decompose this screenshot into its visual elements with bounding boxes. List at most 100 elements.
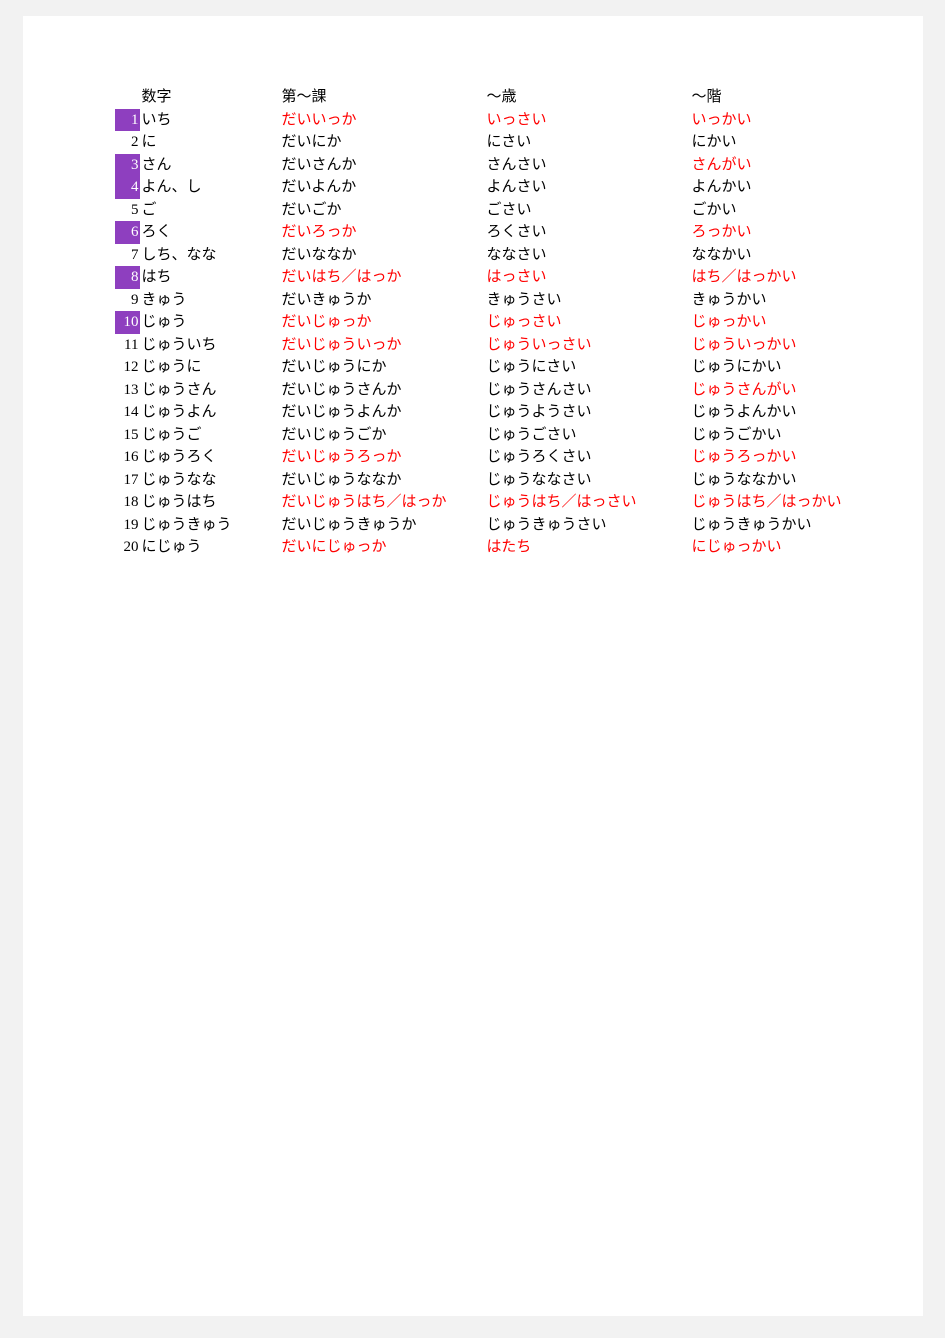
- cell-suuji: じゅうはち: [140, 491, 282, 514]
- cell-ka: だいごか: [282, 199, 487, 222]
- cell-ka: だいじゅういっか: [282, 334, 487, 357]
- table-row: 18じゅうはちだいじゅうはち／はっかじゅうはち／はっさいじゅうはち／はっかい: [115, 491, 923, 514]
- cell-sai: じゅうにさい: [487, 356, 692, 379]
- cell-suuji: いち: [140, 109, 282, 132]
- cell-ka: だいじゅっか: [282, 311, 487, 334]
- cell-kai: じゅうにかい: [692, 356, 897, 379]
- cell-ka: だいろっか: [282, 221, 487, 244]
- cell-sai: じゅういっさい: [487, 334, 692, 357]
- cell-num: 3: [115, 154, 140, 177]
- table-row: 14じゅうよんだいじゅうよんかじゅうようさいじゅうよんかい: [115, 401, 923, 424]
- table-row: 17じゅうななだいじゅうななかじゅうななさいじゅうななかい: [115, 469, 923, 492]
- cell-sai: じゅうようさい: [487, 401, 692, 424]
- cell-ka: だいじゅうよんか: [282, 401, 487, 424]
- cell-ka: だいじゅうはち／はっか: [282, 491, 487, 514]
- cell-kai: ごかい: [692, 199, 897, 222]
- cell-kai: いっかい: [692, 109, 897, 132]
- cell-kai: じゅうはち／はっかい: [692, 491, 897, 514]
- table-row: 7しち、ななだいななかななさいななかい: [115, 244, 923, 267]
- cell-sai: さんさい: [487, 154, 692, 177]
- cell-num: 10: [115, 311, 140, 334]
- table-row: 16じゅうろくだいじゅうろっかじゅうろくさいじゅうろっかい: [115, 446, 923, 469]
- table-row: 2にだいにかにさいにかい: [115, 131, 923, 154]
- cell-kai: じゅうきゅうかい: [692, 514, 897, 537]
- cell-num: 15: [115, 424, 140, 447]
- cell-num: 12: [115, 356, 140, 379]
- cell-sai: じゅうごさい: [487, 424, 692, 447]
- cell-num: 18: [115, 491, 140, 514]
- cell-suuji: じゅうろく: [140, 446, 282, 469]
- cell-num: 16: [115, 446, 140, 469]
- cell-num: 2: [115, 131, 140, 154]
- cell-suuji: に: [140, 131, 282, 154]
- cell-suuji: さん: [140, 154, 282, 177]
- cell-num: 7: [115, 244, 140, 267]
- table-row: 10じゅうだいじゅっかじゅっさいじゅっかい: [115, 311, 923, 334]
- cell-num: 13: [115, 379, 140, 402]
- cell-kai: じゅういっかい: [692, 334, 897, 357]
- cell-suuji: きゅう: [140, 289, 282, 312]
- cell-suuji: じゅうご: [140, 424, 282, 447]
- table-row: 3さんだいさんかさんさいさんがい: [115, 154, 923, 177]
- cell-sai: はっさい: [487, 266, 692, 289]
- cell-kai: にじゅっかい: [692, 536, 897, 559]
- cell-suuji: じゅうに: [140, 356, 282, 379]
- table-row: 12じゅうにだいじゅうにかじゅうにさいじゅうにかい: [115, 356, 923, 379]
- cell-suuji: じゅうよん: [140, 401, 282, 424]
- cell-sai: ろくさい: [487, 221, 692, 244]
- cell-num: 9: [115, 289, 140, 312]
- cell-num: 20: [115, 536, 140, 559]
- cell-sai: ごさい: [487, 199, 692, 222]
- cell-ka: だいじゅうさんか: [282, 379, 487, 402]
- cell-suuji: じゅうなな: [140, 469, 282, 492]
- table-body: 1いちだいいっかいっさいいっかい2にだいにかにさいにかい3さんだいさんかさんさい…: [115, 109, 923, 559]
- cell-ka: だいななか: [282, 244, 487, 267]
- cell-sai: きゅうさい: [487, 289, 692, 312]
- cell-ka: だいにじゅっか: [282, 536, 487, 559]
- cell-sai: じゅうななさい: [487, 469, 692, 492]
- cell-sai: ななさい: [487, 244, 692, 267]
- table-row: 6ろくだいろっかろくさいろっかい: [115, 221, 923, 244]
- table-row: 19じゅうきゅうだいじゅうきゅうかじゅうきゅうさいじゅうきゅうかい: [115, 514, 923, 537]
- cell-suuji: じゅうさん: [140, 379, 282, 402]
- cell-num: 1: [115, 109, 140, 132]
- header-num-blank: [115, 86, 140, 109]
- cell-sai: じゅうろくさい: [487, 446, 692, 469]
- cell-kai: きゅうかい: [692, 289, 897, 312]
- table-row: 5ごだいごかごさいごかい: [115, 199, 923, 222]
- cell-suuji: よん、し: [140, 176, 282, 199]
- header-suuji: 数字: [140, 86, 282, 109]
- cell-ka: だいにか: [282, 131, 487, 154]
- cell-suuji: じゅういち: [140, 334, 282, 357]
- cell-sai: じゅっさい: [487, 311, 692, 334]
- cell-kai: さんがい: [692, 154, 897, 177]
- cell-kai: じゅうさんがい: [692, 379, 897, 402]
- cell-num: 14: [115, 401, 140, 424]
- cell-num: 5: [115, 199, 140, 222]
- header-sai: ～歳: [487, 86, 692, 109]
- cell-ka: だいじゅうななか: [282, 469, 487, 492]
- cell-ka: だいじゅうごか: [282, 424, 487, 447]
- cell-ka: だいはち／はっか: [282, 266, 487, 289]
- cell-ka: だいきゅうか: [282, 289, 487, 312]
- table-row: 11じゅういちだいじゅういっかじゅういっさいじゅういっかい: [115, 334, 923, 357]
- cell-suuji: しち、なな: [140, 244, 282, 267]
- table-row: 1いちだいいっかいっさいいっかい: [115, 109, 923, 132]
- cell-kai: はち／はっかい: [692, 266, 897, 289]
- cell-kai: じゅうよんかい: [692, 401, 897, 424]
- cell-ka: だいじゅうろっか: [282, 446, 487, 469]
- cell-kai: じゅっかい: [692, 311, 897, 334]
- cell-ka: だいさんか: [282, 154, 487, 177]
- cell-suuji: ご: [140, 199, 282, 222]
- cell-ka: だいよんか: [282, 176, 487, 199]
- cell-kai: にかい: [692, 131, 897, 154]
- cell-ka: だいじゅうきゅうか: [282, 514, 487, 537]
- table-row: 4よん、しだいよんかよんさいよんかい: [115, 176, 923, 199]
- cell-suuji: ろく: [140, 221, 282, 244]
- cell-kai: よんかい: [692, 176, 897, 199]
- table-header-row: 数字 第～課 ～歳 ～階: [115, 86, 923, 109]
- table-row: 20にじゅうだいにじゅっかはたちにじゅっかい: [115, 536, 923, 559]
- cell-suuji: じゅう: [140, 311, 282, 334]
- cell-kai: じゅうごかい: [692, 424, 897, 447]
- cell-sai: にさい: [487, 131, 692, 154]
